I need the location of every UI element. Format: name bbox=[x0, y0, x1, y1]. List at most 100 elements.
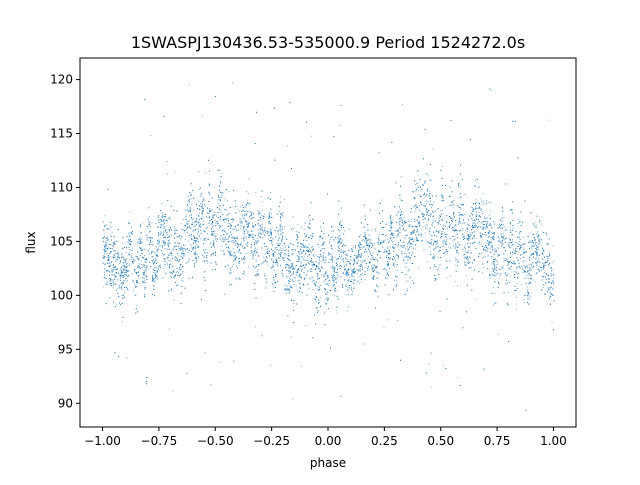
data-point bbox=[519, 249, 521, 250]
data-point bbox=[114, 275, 116, 277]
data-point bbox=[268, 211, 270, 213]
data-point bbox=[469, 237, 471, 239]
data-point bbox=[297, 223, 299, 225]
data-point bbox=[261, 201, 263, 202]
data-point bbox=[224, 222, 226, 224]
data-point bbox=[500, 272, 502, 274]
data-point bbox=[102, 255, 104, 257]
data-point bbox=[380, 242, 382, 244]
data-point bbox=[504, 239, 506, 241]
data-point bbox=[447, 267, 448, 269]
data-point bbox=[221, 173, 223, 175]
data-point bbox=[538, 239, 540, 241]
data-point bbox=[284, 226, 285, 228]
data-point bbox=[536, 255, 538, 257]
data-point bbox=[455, 252, 457, 254]
data-point bbox=[370, 258, 372, 260]
data-point bbox=[227, 200, 229, 202]
data-point bbox=[175, 245, 177, 247]
data-point bbox=[552, 287, 554, 289]
data-point bbox=[373, 258, 375, 260]
data-point bbox=[324, 280, 326, 282]
data-point bbox=[268, 264, 270, 266]
data-point bbox=[460, 203, 461, 205]
data-point bbox=[475, 207, 477, 209]
data-point bbox=[147, 244, 149, 246]
data-point bbox=[178, 248, 180, 250]
data-point bbox=[174, 226, 176, 228]
data-point bbox=[260, 212, 262, 214]
data-point bbox=[143, 255, 145, 257]
data-point bbox=[240, 222, 242, 224]
data-point bbox=[410, 246, 412, 248]
data-point bbox=[416, 205, 418, 207]
data-point bbox=[269, 228, 271, 230]
data-point bbox=[371, 229, 373, 231]
data-point bbox=[299, 259, 301, 261]
data-point bbox=[521, 266, 523, 267]
data-point bbox=[252, 233, 254, 235]
data-point bbox=[443, 232, 445, 234]
data-point bbox=[373, 274, 375, 276]
data-point bbox=[144, 278, 145, 280]
data-point bbox=[130, 259, 132, 260]
data-point bbox=[282, 237, 284, 239]
data-point bbox=[260, 263, 262, 265]
data-point bbox=[157, 261, 159, 263]
data-point bbox=[221, 192, 223, 194]
data-point bbox=[315, 285, 317, 287]
data-point bbox=[285, 254, 287, 256]
data-point bbox=[514, 273, 516, 275]
data-point bbox=[398, 249, 400, 251]
data-point bbox=[482, 272, 483, 274]
data-point bbox=[457, 219, 459, 221]
data-point bbox=[299, 280, 300, 282]
data-point bbox=[380, 251, 382, 253]
data-point bbox=[404, 273, 406, 275]
data-point bbox=[284, 235, 286, 237]
data-point bbox=[276, 246, 278, 248]
data-point bbox=[541, 223, 543, 225]
data-point bbox=[197, 258, 199, 260]
data-point bbox=[121, 275, 123, 277]
data-point bbox=[361, 281, 363, 283]
data-point bbox=[255, 224, 256, 226]
data-point bbox=[220, 240, 222, 242]
data-point bbox=[530, 296, 532, 298]
data-point bbox=[258, 229, 260, 230]
data-point bbox=[474, 185, 476, 187]
data-point bbox=[318, 236, 320, 238]
data-point bbox=[527, 273, 529, 275]
data-point bbox=[407, 269, 409, 271]
data-point bbox=[394, 257, 395, 259]
data-point bbox=[154, 267, 156, 269]
data-point bbox=[442, 166, 443, 168]
data-point bbox=[383, 252, 385, 253]
data-point bbox=[156, 249, 158, 251]
data-point bbox=[232, 248, 234, 250]
data-point bbox=[119, 274, 121, 276]
data-point bbox=[458, 241, 460, 243]
data-point bbox=[425, 225, 426, 227]
data-point bbox=[260, 229, 262, 231]
data-point bbox=[531, 265, 533, 266]
data-point bbox=[444, 268, 446, 270]
data-point bbox=[187, 240, 189, 242]
data-point bbox=[501, 237, 503, 239]
data-point bbox=[229, 256, 231, 258]
data-point bbox=[481, 201, 483, 203]
data-point bbox=[502, 236, 504, 238]
data-point bbox=[316, 300, 317, 302]
data-point bbox=[549, 265, 551, 267]
data-point bbox=[303, 250, 305, 251]
data-point bbox=[360, 260, 362, 262]
data-point bbox=[302, 242, 304, 244]
data-point bbox=[232, 218, 234, 220]
data-point bbox=[359, 234, 361, 236]
data-point bbox=[529, 267, 531, 269]
data-point bbox=[544, 276, 546, 277]
data-point bbox=[187, 220, 188, 222]
data-point bbox=[344, 268, 346, 270]
data-point bbox=[162, 214, 164, 216]
data-point bbox=[186, 228, 188, 229]
